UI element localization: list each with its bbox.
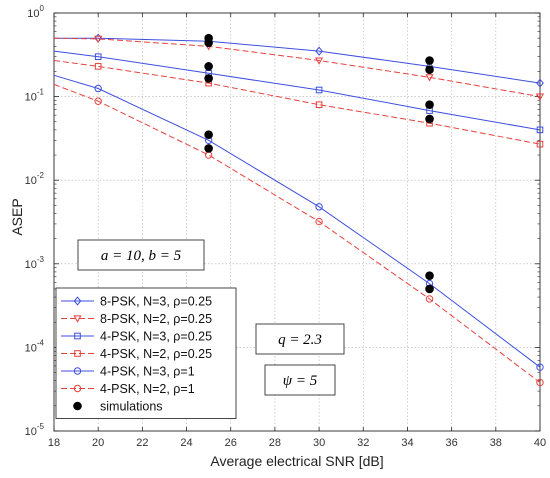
legend-label: 4-PSK, N=2, ρ=1 [100,382,195,396]
x-tick-label: 30 [313,437,325,449]
annotation-box: a = 10, b = 5 [77,239,205,271]
legend-entry: 4-PSK, N=3, ρ=1 [61,365,195,379]
legend-entry: 4-PSK, N=2, ρ=0.25 [61,347,212,361]
simulation-points [204,33,434,294]
x-tick-label: 32 [357,437,369,449]
y-tick-exponent: 0 [40,4,45,13]
x-tick-label: 28 [269,437,281,449]
series-line [53,83,541,383]
y-tick-exponent: -5 [37,422,45,431]
data-point [536,140,544,148]
legend-marker [73,384,82,393]
legend-marker [74,332,81,340]
data-point [536,363,544,371]
data-point [315,101,323,109]
annotation-frame [77,239,205,271]
simulation-point [204,130,213,140]
x-tick-label: 38 [490,437,502,449]
x-tick-label: 22 [136,437,148,449]
annotation-frame [255,323,345,355]
data-point [315,203,323,211]
legend-entry: 8-PSK, N=3, ρ=0.25 [61,295,212,309]
simulation-point [204,62,213,71]
x-axis-label: Average electrical SNR [dB] [210,453,383,469]
data-point [315,57,324,65]
x-tick-label: 34 [401,437,413,449]
annotation-text: a = 10, b = 5 [101,248,182,264]
y-tick-exponent: -4 [37,338,45,347]
data-point [315,217,323,226]
y-tick-exponent: -1 [37,88,45,97]
legend-marker [74,350,81,357]
data-point [536,78,544,88]
x-tick-label: 40 [534,437,546,449]
legend-label: 4-PSK, N=2, ρ=0.25 [100,347,212,361]
simulation-point [425,271,434,281]
legend-label: 4-PSK, N=3, ρ=1 [100,365,195,379]
series-line [53,60,541,145]
data-point [315,46,323,56]
legend-box [55,287,237,419]
y-axis-label: ASEP [9,198,25,235]
x-tick-label: 36 [446,437,458,449]
simulation-point [204,74,213,83]
legend-label: 8-PSK, N=3, ρ=0.25 [100,295,212,309]
simulation-point [204,144,213,153]
legend-marker [73,315,82,323]
simulation-point [425,56,434,65]
data-point [315,86,323,94]
plot-frame [53,12,541,432]
data-point [94,97,102,105]
series-line [53,74,541,368]
data-point [536,126,544,134]
data-point [536,378,544,387]
legend: 8-PSK, N=3, ρ=0.25 8-PSK, N=2, ρ=0.25 4-PS… [55,287,237,419]
legend-marker [73,296,82,306]
legend-label: simulations [100,400,163,414]
data-point [425,74,434,82]
simulation-point [425,114,434,124]
annotation-box: q = 2.3 [255,323,345,355]
simulation-point [425,284,434,294]
x-tick-label: 20 [92,437,104,449]
series-line [53,37,541,98]
legend-marker [73,367,82,375]
series-line [54,37,541,84]
y-tick-exponent: -3 [37,255,45,264]
data-point [425,295,434,303]
simulation-point [425,100,434,110]
series-line [53,50,541,131]
annotation-text: ψ = 5 [283,373,318,389]
annotation-box: ψ = 5 [264,364,336,396]
y-tick-exponent: -2 [37,171,45,180]
series-6 [53,83,544,387]
data-point [94,84,102,93]
x-tick-label: 26 [225,437,237,449]
data-point [94,35,103,44]
legend-entry-simulations: simulations [73,400,163,414]
data-point [94,53,102,61]
x-tick-label: 24 [180,437,192,449]
legend-entry: 8-PSK, N=2, ρ=0.25 [61,312,212,326]
legend-label: 8-PSK, N=2, ρ=0.25 [100,312,212,326]
annotation-text: q = 2.3 [278,332,322,348]
legend-marker [73,401,82,411]
data-point [535,93,545,101]
simulation-point [425,65,434,74]
data-point [94,63,102,70]
annotation-frame [264,364,336,396]
simulation-point [204,38,213,48]
legend-label: 4-PSK, N=3, ρ=0.25 [100,330,212,344]
x-tick-label: 18 [48,437,60,449]
legend-entry: 4-PSK, N=2, ρ=1 [61,382,195,396]
annotations: a = 10, b = 5 q = 2.3 ψ = 5 [77,239,345,396]
legend-entry: 4-PSK, N=3, ρ=0.25 [61,330,212,344]
